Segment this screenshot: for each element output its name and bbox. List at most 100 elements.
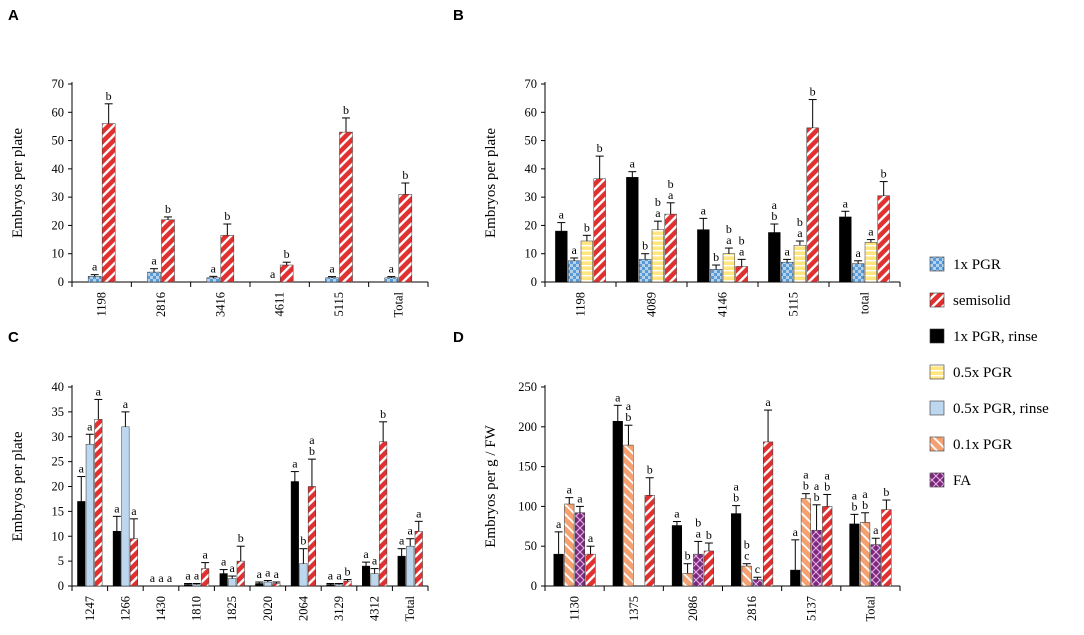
panel-a-chart: 0 10 20 30 40 50 60 70 Embryos per plate 1198 2816… (10, 77, 429, 318)
panel-c-sig-letter: a (292, 457, 298, 471)
panel-d-y-tick-label: 50 (525, 539, 538, 553)
legend-swatch-pgr01x (929, 436, 945, 452)
panel-a-sig-letter: b (106, 89, 112, 103)
panel-c-sig-letter: a (230, 561, 236, 575)
panel-d-x-tick-label: 1130 (568, 596, 582, 621)
panel-b-bar-pgr1xRinse (555, 230, 568, 283)
panel-b-sig-letter: a (655, 206, 661, 220)
panel-b-y-tick-label: 10 (525, 247, 538, 261)
panel-b-sig-letter: a (855, 246, 861, 260)
panel-b-sig-letter: a (668, 188, 674, 202)
panel-d-sig-letter: b (814, 490, 820, 504)
panel-d-sig-letter: a (615, 390, 621, 404)
panel-c-y-axis-label: Embryos per plate (10, 431, 26, 541)
panel-c-sig-letter: a (363, 547, 369, 561)
panel-c-y-tick-label: 5 (58, 554, 64, 568)
panel-b-bar-semisolid (664, 213, 677, 283)
panel-a-x-tick-label: 3416 (213, 292, 227, 317)
panel-c-sig-letter: a (336, 569, 342, 583)
panel-d-y-tick-label: 150 (518, 460, 537, 474)
panel-c-x-tick-label: 1247 (83, 596, 97, 621)
panel-b-x-tick-label: 1198 (574, 292, 588, 317)
panel-d-sig-letter: b (883, 485, 889, 499)
panel-c-sig-letter: a (399, 534, 405, 548)
panel-d-sig-letter: a (567, 483, 573, 497)
panel-a-bar-semisolid (220, 235, 235, 283)
panel-d-x-tick-label: 1375 (627, 596, 641, 621)
panel-a-y-tick-label: 50 (52, 134, 65, 148)
panel-d-sig-letter-extra: a (825, 468, 831, 482)
panel-b-y-tick-label: 20 (525, 218, 538, 232)
panel-a-sig-letter: b (165, 202, 171, 216)
panel-c-y-tick-label: 35 (52, 405, 65, 419)
panel-b-sig-letter: b (771, 209, 777, 223)
panel-d-sig-letter: a (588, 531, 594, 545)
panel-c-bar-semisolid (307, 486, 316, 587)
panel-c-bar-semisolid (236, 560, 245, 587)
panel-c-bar-pgr1xRinse (397, 555, 406, 587)
panel-d-y-tick-label: 100 (518, 499, 537, 513)
panel-c-sig-letter: b (238, 531, 244, 545)
panel-c-bar-pgr1xRinse (326, 584, 335, 587)
panel-b-x-tick-label: 5115 (787, 292, 801, 317)
panel-d-x-tick-label: Total (863, 595, 877, 621)
panel-d-bar-semisolid (644, 495, 655, 587)
panel-a-bar-semisolid (279, 264, 294, 283)
panel-b-sig-letter: a (797, 226, 803, 240)
panel-a-x-tick-label: 1198 (95, 292, 109, 317)
panel-b-bar-pgr1xRinse (839, 216, 852, 283)
panel-c-sig-letter: b (300, 534, 306, 548)
panel-d-bar-pgr1xRinse (790, 569, 801, 587)
panel-a-sig-letter: b (284, 247, 290, 261)
panel-b-sig-letter: a (559, 208, 565, 222)
panel-d-y-tick-label: 250 (518, 380, 537, 394)
panel-c-sig-letter: a (167, 571, 173, 585)
panel-c-bar-pgr05xRinse (334, 584, 344, 587)
panel-b-sig-letter: a (784, 244, 790, 258)
panel-c-chart: 0 5 10 15 20 25 30 35 40 Embryos per plate 1247 126… (10, 380, 429, 622)
panel-d-bar-fa (811, 530, 822, 587)
panel-c-bar-pgr05xRinse (370, 573, 379, 587)
panel-d-sig-letter: b (733, 491, 739, 505)
panel-d-sig-letter-extra: b (744, 538, 750, 552)
panel-b-sig-letter: a (726, 233, 732, 247)
panel-d-bar-semisolid (762, 441, 774, 587)
panel-c-bar-pgr05xRinse (192, 584, 201, 587)
panel-b-bar-semisolid (806, 127, 819, 283)
panel-a-y-axis-label: Embryos per plate (10, 128, 26, 238)
panel-b-sig-letter-extra: b (668, 177, 674, 191)
panel-d-y-axis-label: Embryos per g / FW (483, 424, 499, 547)
panel-a-sig-letter: b (224, 209, 230, 223)
panel-d-bar-semisolid (703, 550, 714, 587)
panel-d-x-tick-label: 2086 (686, 596, 700, 621)
panel-a-y-tick-label: 60 (52, 105, 65, 119)
panel-c-x-tick-label: 1810 (190, 596, 204, 621)
panel-c-sig-letter: a (79, 462, 85, 476)
panel-c-x-tick-label: 2064 (296, 595, 310, 621)
panel-d-sig-letter: a (873, 523, 879, 537)
panel-a-bar-semisolid (339, 131, 353, 283)
panel-letter-d: D (453, 329, 464, 346)
panel-c-bar-semisolid (201, 568, 210, 587)
panel-b-bar-pgr05x (580, 240, 594, 283)
panel-c-bar-pgr05xRinse (121, 426, 130, 587)
panel-b-y-axis-label: Embryos per plate (483, 128, 499, 238)
panel-d-bar-pgr1xRinse (553, 553, 564, 587)
panel-d-sig-letter: b (851, 499, 857, 513)
panel-b-bar-pgr1x (567, 260, 581, 283)
panel-b-sig-letter-extra: b (797, 215, 803, 229)
panel-b-bar-pgr1x (780, 261, 794, 283)
panel-c-sig-letter: a (274, 567, 280, 581)
legend-swatch-pgr1xRinse (929, 328, 945, 344)
panel-a-sig-letter: b (402, 168, 408, 182)
panel-d-sig-letter-extra: a (803, 468, 809, 482)
panel-c-sig-letter: a (202, 548, 208, 562)
legend-label-fa: FA (953, 473, 971, 489)
panel-b-bar-pgr1xRinse (626, 177, 639, 283)
panel-c-bar-pgr05xRinse (263, 581, 272, 587)
panel-d-x-tick-label: 5137 (804, 596, 818, 621)
panel-c-sig-letter: a (131, 504, 137, 518)
panel-d-sig-letter: a (556, 517, 562, 531)
panel-b-y-tick-label: 50 (525, 134, 538, 148)
panel-d-y-tick-label: 0 (531, 579, 537, 593)
